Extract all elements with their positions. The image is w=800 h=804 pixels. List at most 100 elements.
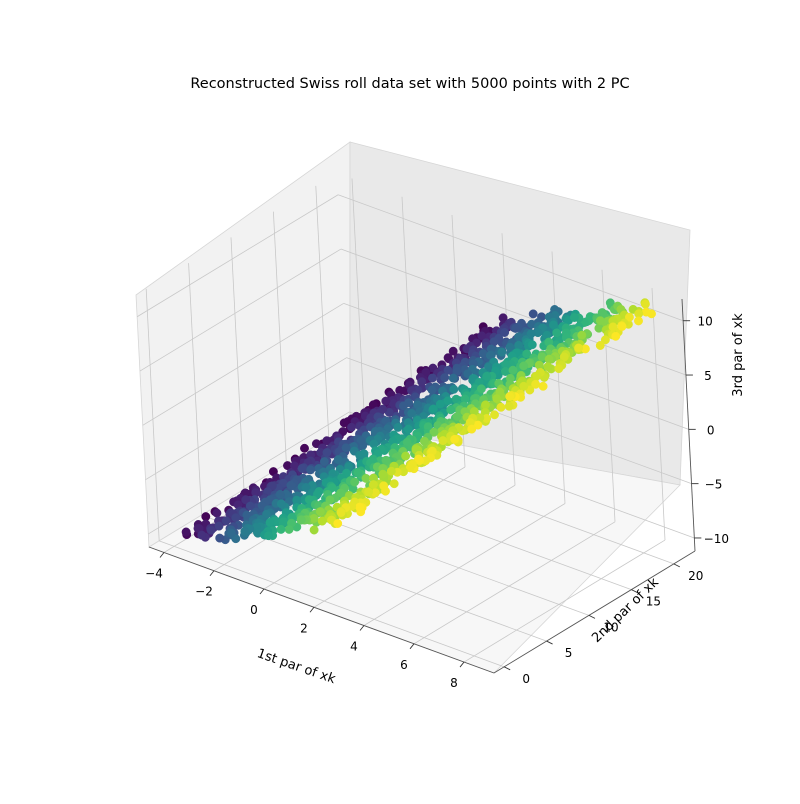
x-tick-label: 0 xyxy=(250,603,258,617)
scatter-point xyxy=(381,396,391,406)
scatter-point xyxy=(405,463,415,473)
chart-title: Reconstructed Swiss roll data set with 5… xyxy=(190,76,629,92)
scatter-point xyxy=(534,360,544,370)
grid-z-back xyxy=(340,248,687,376)
scatter-point xyxy=(438,436,448,446)
scatter-point xyxy=(482,371,492,381)
x-tick-label: −2 xyxy=(195,585,213,599)
grid-y-left xyxy=(315,185,330,438)
scatter-point xyxy=(549,320,558,330)
scatter-point xyxy=(504,401,514,411)
scatter-point xyxy=(231,513,241,523)
scatter-point xyxy=(355,502,365,512)
gridlines xyxy=(136,178,695,668)
x-axis-line xyxy=(148,546,495,674)
scatter-point xyxy=(284,524,294,534)
tick-labels: −4 −2 0 2 4 6 8 0 5 10 15 20 −10 −5 0 5 10 xyxy=(145,315,729,690)
x-tick-mark xyxy=(409,643,415,650)
scatter-point xyxy=(297,463,307,473)
scatter-point xyxy=(242,510,252,520)
scatter-point xyxy=(286,480,296,490)
scatter-point xyxy=(505,392,515,401)
axes xyxy=(148,298,696,674)
y-tick-mark xyxy=(546,640,553,645)
grid-x-floor xyxy=(313,484,516,608)
z-tick-label: −5 xyxy=(705,478,723,492)
scatter-point xyxy=(381,455,391,465)
scatter-point xyxy=(364,487,374,497)
z-tick-label: 5 xyxy=(704,369,712,383)
scatter-point xyxy=(443,396,453,406)
scatter-point xyxy=(552,328,562,338)
scatter-point xyxy=(574,343,584,353)
z-tick-label: 0 xyxy=(707,423,715,437)
scatter-point xyxy=(440,373,450,383)
scatter-point xyxy=(450,434,460,444)
scatter-point xyxy=(600,335,610,345)
scatter-point xyxy=(265,517,275,527)
y-tick-label: 0 xyxy=(522,672,530,686)
scatter-point xyxy=(492,394,502,404)
scatter-point xyxy=(319,457,329,467)
scatter-point xyxy=(497,347,507,357)
scatter-point xyxy=(554,364,564,374)
scatter-point xyxy=(419,436,429,446)
y-tick-label: 10 xyxy=(603,620,618,634)
scatter-point xyxy=(240,526,250,536)
scatter-point xyxy=(275,489,285,499)
scatter-point xyxy=(435,399,445,409)
scatter-point xyxy=(414,454,423,464)
grid-z-left xyxy=(145,357,347,480)
scatter-point xyxy=(446,405,456,415)
x-tick-mark xyxy=(459,661,465,668)
scatter-point xyxy=(197,530,207,540)
scatter-point xyxy=(477,331,487,341)
scatter-point xyxy=(304,495,314,505)
scatter-point xyxy=(379,481,389,491)
scatter-point xyxy=(322,436,332,446)
scatter-point xyxy=(505,342,515,352)
scatter-point xyxy=(333,519,343,528)
scatter-point xyxy=(452,412,462,421)
scatter-point xyxy=(309,525,319,535)
grid-y-left xyxy=(230,237,245,490)
y-tick-mark xyxy=(503,666,511,671)
scatter-point xyxy=(519,361,529,371)
grid-y-left xyxy=(188,263,202,516)
y-tick-mark xyxy=(673,563,680,568)
scatter-point xyxy=(448,346,458,356)
scatter-point xyxy=(276,499,286,509)
scatter-point xyxy=(577,330,587,340)
x-tick-label: 8 xyxy=(450,676,458,690)
scatter-point xyxy=(467,424,477,434)
scatter-point xyxy=(301,483,311,492)
x-tick-label: 2 xyxy=(300,621,308,635)
grid-z-back xyxy=(337,194,684,322)
scatter-point xyxy=(300,443,309,453)
scatter-point xyxy=(490,410,499,420)
z-axis-label: 3rd par of xk xyxy=(731,313,746,397)
grid-x-back xyxy=(651,288,666,541)
scatter-point xyxy=(361,473,371,483)
scatter-point xyxy=(241,495,251,505)
scatter-point xyxy=(350,477,360,487)
scatter-point xyxy=(519,381,529,391)
scatter-point xyxy=(399,401,408,411)
y-axis-line xyxy=(493,550,696,674)
z-tick-label: −10 xyxy=(704,532,729,546)
scatter-point xyxy=(531,379,541,389)
scatter-point xyxy=(595,341,605,350)
grid-y-floor xyxy=(159,540,505,668)
x-tick-label: 4 xyxy=(350,640,358,654)
scatter-point xyxy=(226,528,236,538)
x-tick-mark xyxy=(309,606,315,613)
scatter-point xyxy=(315,507,325,517)
scatter-point xyxy=(386,466,396,476)
x-tick-mark xyxy=(259,588,265,595)
z-axis-line xyxy=(681,298,696,552)
scatter-point xyxy=(508,365,518,375)
scatter-point xyxy=(353,468,363,478)
scatter-point xyxy=(514,332,523,342)
scatter-point xyxy=(640,299,650,309)
